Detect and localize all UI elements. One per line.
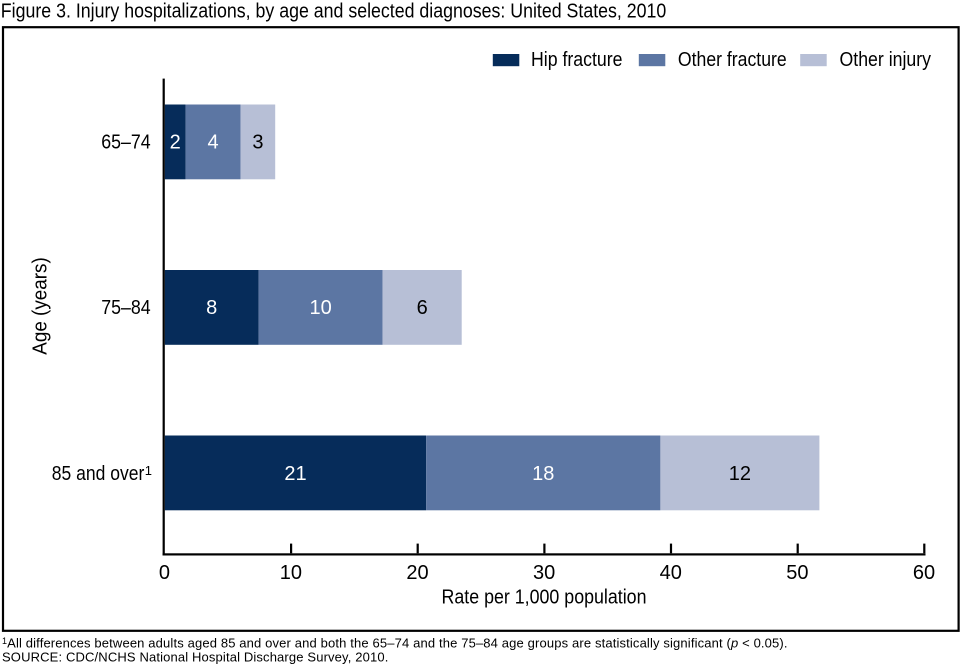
svg-text:12: 12 [729, 463, 751, 485]
svg-text:75–84: 75–84 [101, 297, 151, 319]
svg-text:85 and over: 85 and over [52, 463, 145, 485]
svg-text:Other injury: Other injury [840, 49, 932, 71]
svg-text:65–74: 65–74 [101, 132, 151, 154]
svg-text:Hip fracture: Hip fracture [531, 49, 623, 71]
svg-text:Figure 3. Injury hospitalizati: Figure 3. Injury hospitalizations, by ag… [1, 1, 667, 23]
svg-text:4: 4 [208, 132, 219, 154]
svg-text:SOURCE: CDC/NCHS National Hosp: SOURCE: CDC/NCHS National Hospital Disch… [2, 650, 388, 665]
svg-text:1: 1 [145, 463, 152, 478]
svg-text:10: 10 [280, 562, 302, 584]
svg-text:Age (years): Age (years) [29, 257, 51, 355]
svg-text:60: 60 [913, 562, 935, 584]
svg-text:8: 8 [206, 297, 217, 319]
svg-text:50: 50 [786, 562, 808, 584]
svg-text:40: 40 [660, 562, 682, 584]
svg-text:21: 21 [284, 463, 306, 485]
svg-text:20: 20 [406, 562, 428, 584]
svg-text:1All differences between adult: 1All differences between adults aged 85 … [2, 636, 788, 651]
svg-text:10: 10 [309, 297, 331, 319]
svg-text:0: 0 [159, 562, 170, 584]
svg-text:3: 3 [252, 132, 263, 154]
svg-text:2: 2 [170, 132, 181, 154]
svg-text:18: 18 [532, 463, 554, 485]
svg-text:Other fracture: Other fracture [678, 49, 787, 71]
svg-text:30: 30 [533, 562, 555, 584]
svg-text:Rate per 1,000 population: Rate per 1,000 population [442, 587, 647, 609]
svg-text:6: 6 [417, 297, 428, 319]
